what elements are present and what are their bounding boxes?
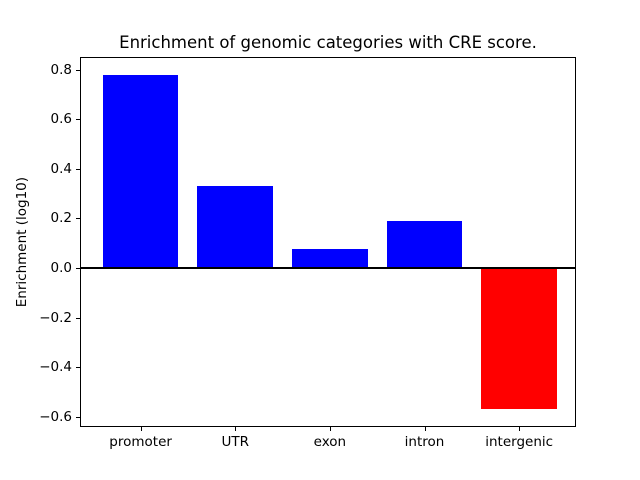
bar-UTR [197, 186, 274, 268]
x-tick-label-UTR: UTR [221, 434, 249, 450]
y-tick-mark [76, 69, 80, 71]
x-tick-label-intron: intron [404, 434, 445, 450]
bar-promoter [102, 74, 179, 268]
y-tick-label: 0.8 [50, 61, 72, 78]
bar-intron [386, 220, 463, 268]
x-tick-label-intergenic: intergenic [485, 434, 554, 450]
x-tick-mark [519, 427, 521, 431]
y-tick-mark [76, 218, 80, 220]
chart-title: Enrichment of genomic categories with CR… [119, 33, 537, 52]
x-tick-mark [329, 427, 331, 431]
y-tick-mark [76, 416, 80, 418]
y-tick-mark [76, 119, 80, 121]
y-tick-label: −0.4 [39, 359, 72, 376]
y-tick-mark [76, 268, 80, 270]
x-tick-label-promoter: promoter [109, 434, 172, 450]
y-tick-label: −0.6 [39, 408, 72, 425]
y-tick-label: −0.2 [39, 309, 72, 326]
zero-baseline [81, 267, 575, 270]
bar-intergenic [481, 268, 557, 410]
x-tick-mark [235, 427, 237, 431]
y-tick-label: 0.6 [50, 111, 72, 128]
y-tick-label: 0.0 [50, 260, 72, 277]
y-tick-label: 0.2 [50, 210, 72, 227]
y-tick-label: 0.4 [50, 160, 72, 177]
y-tick-mark [76, 168, 80, 170]
bar-exon [292, 249, 368, 268]
x-tick-label-exon: exon [313, 434, 347, 450]
plot-area [80, 57, 576, 427]
x-tick-mark [140, 427, 142, 431]
x-tick-mark [424, 427, 426, 431]
y-tick-mark [76, 367, 80, 369]
y-tick-mark [76, 317, 80, 319]
